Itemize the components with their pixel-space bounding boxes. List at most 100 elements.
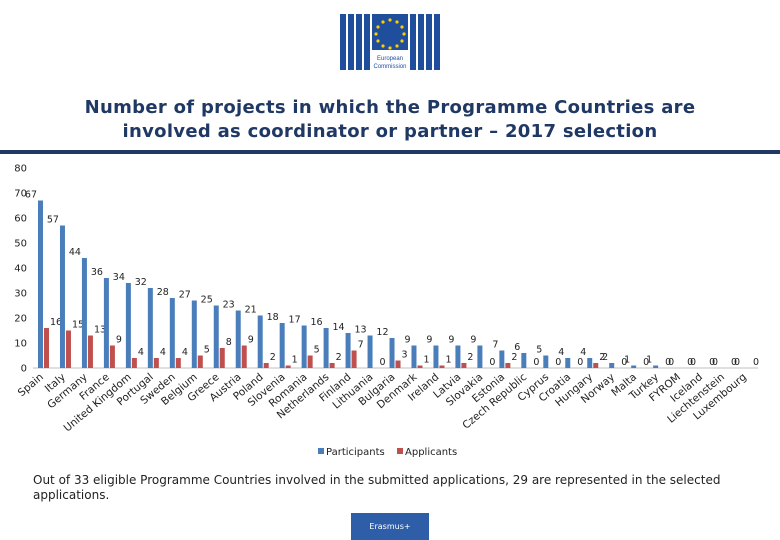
data-label: 67 [25,190,37,201]
bar-participants [301,325,307,368]
data-label: 3 [402,350,408,361]
data-label: 7 [358,340,364,351]
data-label: 0 [533,357,539,368]
bar-participants [455,345,461,368]
bar-participants [367,335,373,368]
data-label: 5 [314,345,320,356]
bar-applicants [395,360,401,368]
data-label: 1 [646,355,652,366]
data-label: 16 [311,317,323,328]
bar-participants [543,355,549,368]
european-commission-logo-graphic: European Commission [340,14,440,70]
y-tick-label: 70 [14,189,27,200]
bar-participants [345,333,351,368]
logo-text-line2: Commission [373,64,406,70]
bar-applicants [307,355,313,368]
legend-label-applicants: Applicants [405,447,457,458]
y-tick-label: 60 [14,214,27,225]
data-label: 1 [445,355,451,366]
bar-participants [565,358,571,368]
data-label: 0 [687,357,693,368]
y-tick-label: 10 [14,339,27,350]
data-label: 9 [248,335,254,346]
data-label: 25 [201,295,213,306]
category-label: Spain [16,371,46,399]
bar-participants [147,288,153,368]
data-label: 9 [404,335,410,346]
data-label: 0 [753,357,759,368]
bar-applicants [65,330,71,368]
bar-applicants [131,358,137,368]
data-label: 0 [668,357,674,368]
data-label: 57 [47,215,59,226]
data-label: 1 [624,355,630,366]
footnote: Out of 33 eligible Programme Countries i… [33,473,721,502]
data-label: 9 [426,335,432,346]
legend-label-participants: Participants [326,447,385,458]
title-divider [0,150,780,154]
bar-participants [279,323,285,368]
data-label: 0 [690,357,696,368]
bar-participants [257,315,263,368]
data-label: 5 [204,345,210,356]
slide-title-line2: involved as coordinator or partner – 201… [122,121,658,142]
projects-bar-chart: 010203040506070806716Spain5715Italy4413G… [14,164,759,459]
bar-applicants [593,363,599,368]
y-tick-label: 40 [14,264,27,275]
data-label: 4 [580,347,586,358]
bar-applicants [153,358,159,368]
bar-applicants [329,363,335,368]
data-label: 12 [376,327,388,338]
data-label: 7 [492,340,498,351]
y-tick-label: 20 [14,314,27,325]
data-label: 2 [270,352,276,363]
data-label: 18 [267,312,279,323]
data-label: 36 [91,267,103,278]
data-label: 0 [489,357,495,368]
data-label: 0 [643,357,649,368]
data-label: 13 [94,325,106,336]
slide-title: Number of projects in which the Programm… [0,96,780,144]
bar-participants [59,225,65,368]
bar-participants [477,345,483,368]
bar-participants [213,305,219,368]
bar-participants [81,258,87,368]
data-label: 32 [135,277,147,288]
bar-participants [499,350,505,368]
european-commission-logo: European Commission [330,8,450,82]
data-label: 0 [734,357,740,368]
data-label: 0 [577,357,583,368]
data-label: 13 [354,325,366,336]
bar-participants [433,345,439,368]
y-tick-label: 0 [21,364,27,375]
data-label: 2 [602,352,608,363]
data-label: 0 [731,357,737,368]
data-label: 0 [665,357,671,368]
bar-participants [38,200,43,368]
bar-applicants [417,365,423,368]
data-label: 4 [160,347,166,358]
data-label: 14 [332,322,344,333]
data-label: 28 [157,287,169,298]
data-label: 2 [599,352,605,363]
data-label: 0 [621,357,627,368]
data-label: 4 [138,347,144,358]
bar-applicants [197,355,203,368]
bar-applicants [219,348,225,368]
data-label: 0 [380,357,386,368]
data-label: 17 [289,315,301,326]
data-label: 15 [72,320,84,331]
data-label: 2 [467,352,473,363]
data-label: 21 [245,305,257,316]
bar-participants [323,328,329,368]
legend-swatch-participants [318,448,324,454]
bar-participants [125,283,131,368]
data-label: 4 [182,347,188,358]
data-label: 9 [116,335,122,346]
bar-participants [411,345,417,368]
bar-participants [521,353,527,368]
bar-participants [235,310,241,368]
data-label: 6 [514,342,520,353]
data-label: 2 [336,352,342,363]
bar-applicants [285,365,291,368]
